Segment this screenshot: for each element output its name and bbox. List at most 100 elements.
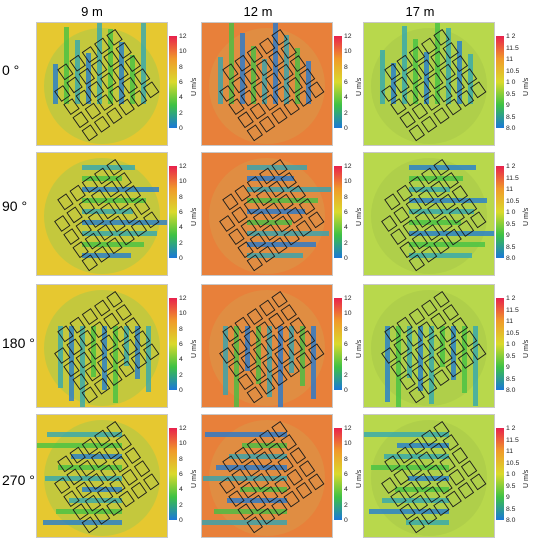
building-block: [411, 232, 429, 250]
building-block: [271, 158, 288, 176]
colorbar-tick-label: 10: [344, 440, 352, 448]
colorbar-tick-label: 12: [344, 33, 352, 40]
colorbar-tick-label: 10.5: [506, 67, 520, 75]
colorbar-tick-label: 8: [344, 455, 348, 463]
wake-streak: [251, 46, 256, 104]
colorbar-tick-label: 12: [179, 425, 187, 432]
building-block: [271, 420, 288, 438]
colorbar-tick-label: 10: [179, 310, 187, 318]
building-blocks: [219, 158, 325, 272]
colorbar-tick-label: 10: [179, 48, 187, 56]
building-block: [249, 102, 267, 120]
colorbar: [334, 298, 342, 390]
building-block: [470, 211, 487, 229]
building-block: [228, 490, 245, 508]
building-block: [271, 499, 288, 517]
building-block: [470, 81, 487, 99]
building-block: [451, 317, 469, 335]
colorbar-tick-label: 1 2: [506, 163, 516, 170]
building-block: [87, 342, 105, 360]
building-block: [460, 68, 478, 86]
building-block: [90, 321, 108, 339]
building-block: [439, 455, 456, 473]
wake-streak: [45, 476, 122, 481]
building-block: [57, 325, 74, 343]
wake-streak: [227, 498, 287, 503]
colorbar-tick-label: 12: [179, 295, 187, 302]
flow-field-panel: [201, 22, 333, 146]
building-block: [231, 206, 248, 224]
colorbar-tick-label: 0: [179, 387, 183, 394]
colorbar-tick-label: 0: [179, 255, 183, 262]
building-block: [381, 347, 398, 364]
building-block: [396, 54, 413, 72]
building-block: [63, 490, 80, 508]
building-block: [271, 28, 288, 46]
colorbar-tick-label: 10.5: [506, 459, 520, 467]
building-block: [424, 94, 441, 111]
building-block: [427, 72, 444, 90]
building-block: [222, 193, 239, 211]
colorbar-unit-label: U m/s: [523, 77, 530, 96]
colorbar-tick-label: 10: [344, 310, 352, 318]
building-block: [234, 54, 251, 72]
building-block: [274, 85, 291, 103]
colorbar-tick-label: 8.5: [506, 505, 516, 513]
building-blocks: [381, 158, 487, 272]
building-block: [286, 76, 303, 94]
wake-streak: [382, 498, 449, 503]
building-block: [277, 455, 294, 473]
flow-field-panel: [201, 284, 333, 408]
building-block: [424, 224, 441, 241]
flow-field-panel: [363, 152, 495, 276]
building-block: [87, 80, 105, 98]
building-block: [255, 189, 273, 207]
colorbar: [496, 36, 504, 128]
colorbar-tick-label: 8.5: [506, 113, 516, 121]
colorbar-tick-label: 9.5: [506, 482, 516, 490]
flow-field-panel: [36, 414, 168, 538]
building-block: [81, 308, 99, 326]
building-block: [63, 360, 80, 378]
row-header-90deg: 90 °: [2, 198, 28, 214]
building-block: [289, 55, 307, 73]
wake-streak: [247, 231, 329, 236]
wake-streak: [247, 165, 307, 170]
colorbar: [334, 36, 342, 128]
building-block: [246, 516, 263, 534]
building-block: [97, 94, 114, 111]
building-block: [421, 299, 438, 317]
building-blocks: [54, 290, 160, 404]
building-block: [436, 347, 453, 365]
building-block: [63, 98, 80, 116]
wake-streak: [64, 27, 69, 104]
wake-streak: [223, 326, 228, 395]
colorbar: [334, 428, 342, 520]
building-block: [237, 111, 254, 129]
row-header-180deg: 180 °: [2, 335, 35, 351]
column-header-12m: 12 m: [243, 4, 273, 19]
building-blocks: [381, 28, 487, 142]
building-block: [390, 490, 407, 508]
building-block: [283, 228, 300, 246]
building-block: [143, 473, 160, 491]
building-block: [112, 325, 129, 343]
building-block: [420, 377, 438, 395]
wake-streak: [384, 454, 449, 459]
colorbar: [169, 36, 177, 128]
flow-field-panel: [201, 414, 333, 538]
building-block: [94, 167, 111, 185]
wake-streak: [396, 326, 401, 407]
building-block: [249, 364, 267, 382]
building-block: [94, 37, 111, 55]
colorbar-tick-label: 0: [344, 387, 348, 394]
wake-streak: [97, 23, 102, 104]
colorbar-tick-label: 12: [179, 33, 187, 40]
building-block: [390, 360, 407, 378]
wake-streak: [256, 326, 261, 384]
building-block: [87, 210, 105, 228]
building-block: [258, 507, 276, 525]
building-block: [381, 215, 398, 232]
building-block: [457, 482, 475, 499]
colorbar-tick-label: 11: [506, 318, 514, 325]
